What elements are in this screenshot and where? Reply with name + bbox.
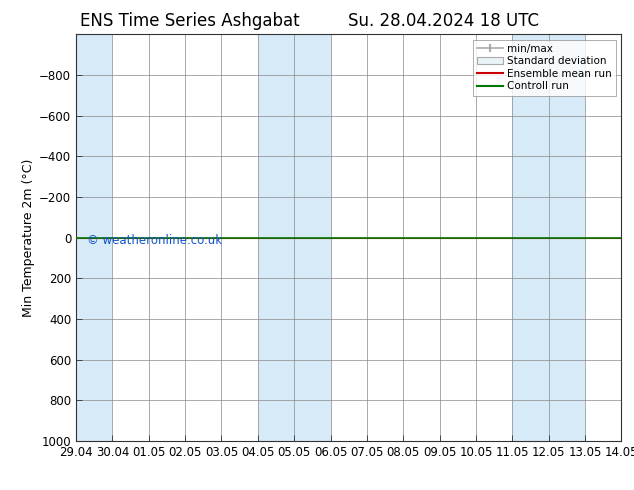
Legend: min/max, Standard deviation, Ensemble mean run, Controll run: min/max, Standard deviation, Ensemble me… [473,40,616,96]
Text: Su. 28.04.2024 18 UTC: Su. 28.04.2024 18 UTC [348,12,540,30]
Text: ENS Time Series Ashgabat: ENS Time Series Ashgabat [81,12,300,30]
Bar [512,34,585,441]
Bar [258,34,330,441]
Y-axis label: Min Temperature 2m (°C): Min Temperature 2m (°C) [22,158,35,317]
Text: © weatheronline.co.uk: © weatheronline.co.uk [87,234,222,247]
Bar [76,34,112,441]
